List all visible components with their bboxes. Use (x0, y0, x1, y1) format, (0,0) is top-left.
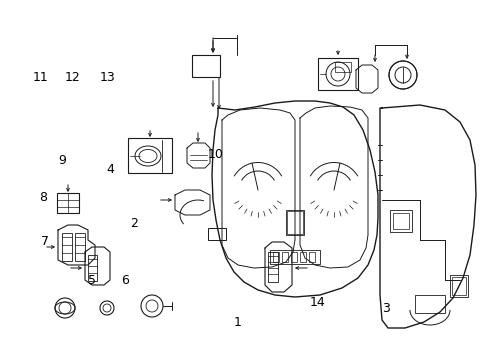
Bar (267, 252, 278, 282)
Bar (389, 210, 411, 232)
Bar (317, 58, 357, 90)
Bar (269, 250, 319, 264)
Bar (207, 228, 225, 240)
Text: 11: 11 (33, 71, 48, 84)
Bar (290, 252, 296, 262)
Bar (128, 138, 172, 173)
Bar (308, 252, 314, 262)
Bar (75, 233, 85, 261)
Text: 10: 10 (207, 148, 223, 161)
Text: 1: 1 (233, 316, 241, 329)
Text: 9: 9 (59, 154, 66, 167)
Bar (272, 252, 279, 262)
Text: 7: 7 (41, 235, 49, 248)
Text: 13: 13 (100, 71, 115, 84)
Bar (286, 211, 303, 234)
Text: 2: 2 (130, 217, 138, 230)
Bar (192, 55, 220, 77)
Text: 4: 4 (106, 163, 114, 176)
Text: 6: 6 (121, 274, 128, 287)
Text: 12: 12 (64, 71, 80, 84)
Bar (451, 277, 465, 295)
Text: 14: 14 (309, 296, 325, 309)
Text: 5: 5 (88, 274, 96, 287)
Text: 3: 3 (382, 302, 389, 315)
Bar (392, 213, 408, 229)
Bar (62, 233, 72, 261)
Bar (57, 193, 79, 213)
Bar (449, 275, 467, 297)
Bar (285, 210, 304, 235)
Text: 8: 8 (39, 191, 47, 204)
Bar (334, 62, 350, 72)
Bar (88, 255, 97, 281)
Bar (414, 295, 444, 313)
Bar (299, 252, 305, 262)
Bar (282, 252, 287, 262)
